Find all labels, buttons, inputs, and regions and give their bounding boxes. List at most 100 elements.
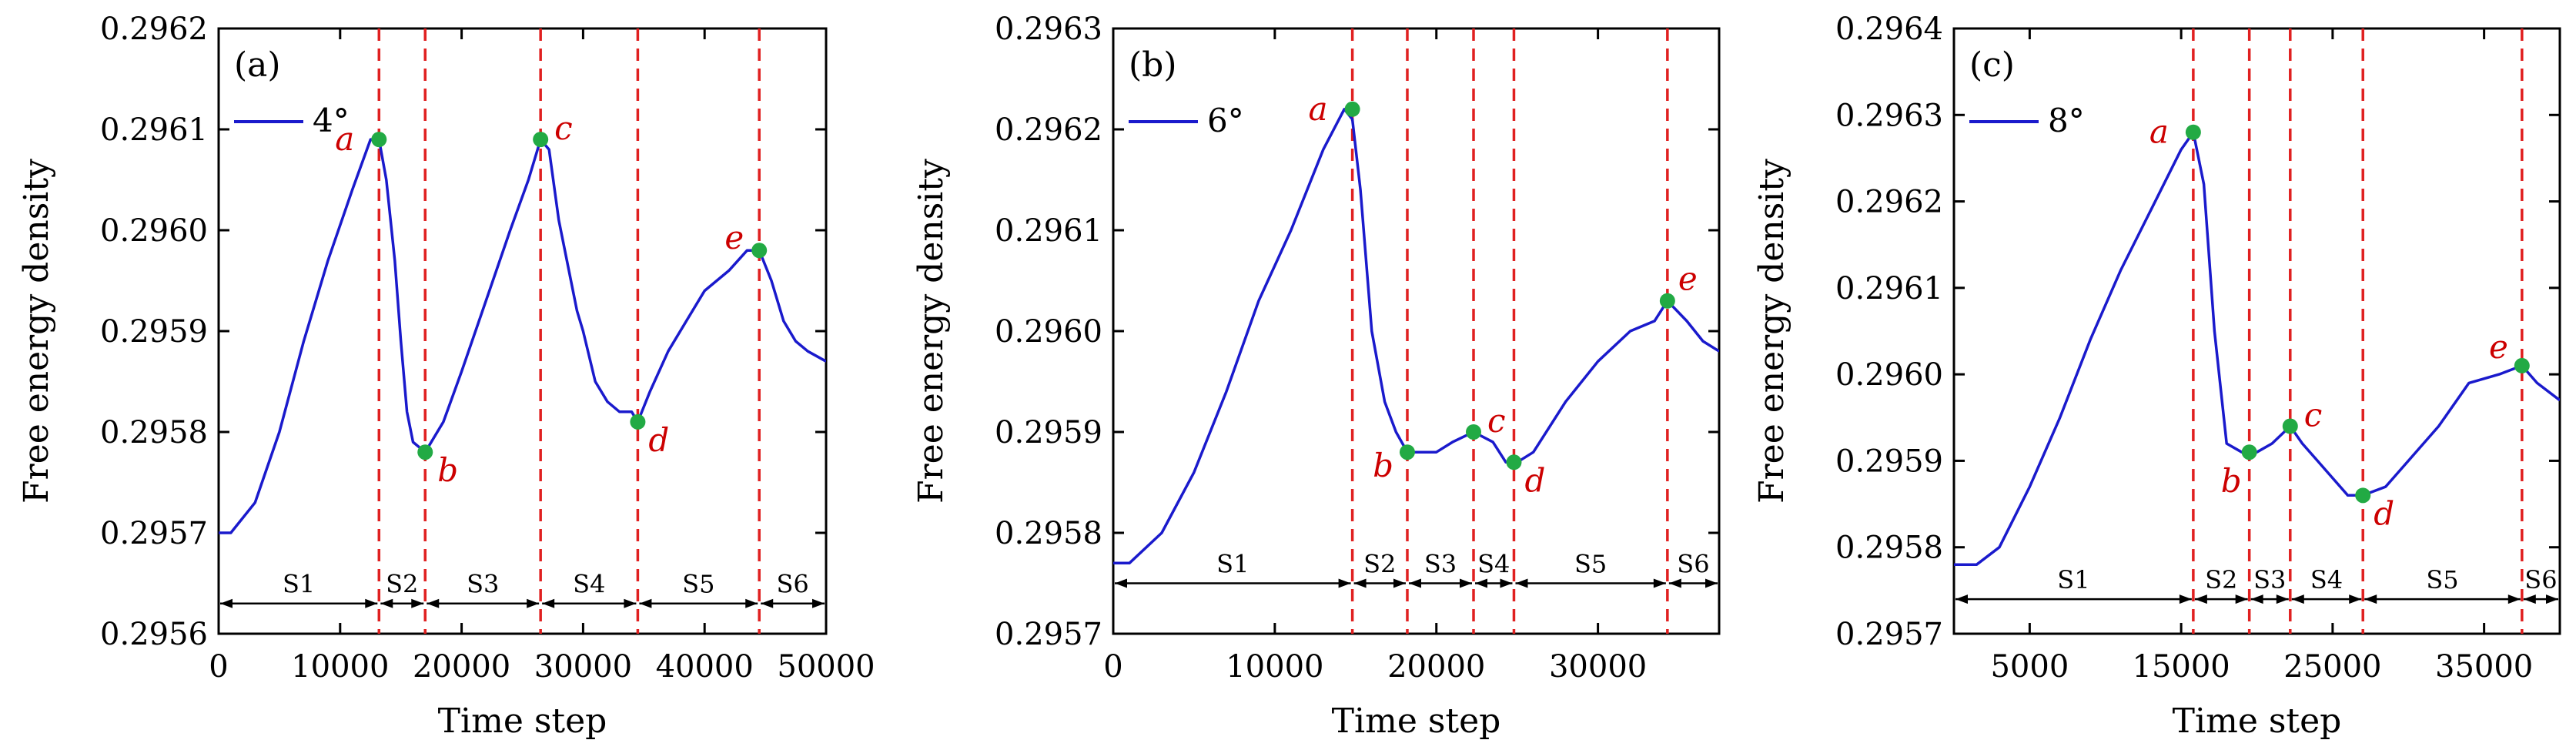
series-line [219,138,826,534]
y-tick-label: 0.2962 [1835,185,1943,220]
stage-arrow-right-head [1500,578,1513,588]
stage-arrow-right-head [812,598,825,608]
event-label-c: c [1487,402,1506,440]
stage-arrow-right-head [2276,594,2289,604]
y-axis-label: Free energy density [17,159,56,504]
stage-arrow-left-head [761,598,774,608]
event-label-a: a [1309,90,1328,128]
stage-arrow-left-head [1353,578,1367,588]
stage-arrow-right-head [624,598,637,608]
stage-arrow-left-head [2291,594,2304,604]
event-marker-a [1344,101,1360,117]
event-label-b: b [1373,447,1393,484]
y-tick-label: 0.2957 [995,617,1102,652]
event-label-d: d [1524,461,1545,499]
stage-label: S2 [386,570,418,599]
series-line [1954,130,2560,566]
stage-arrow-left-head [427,598,440,608]
event-marker-b [1399,444,1415,460]
event-label-e: e [724,219,744,256]
stage-arrow-left-head [639,598,652,608]
stage-arrow-left-head [1408,578,1421,588]
stage-label: S4 [1477,550,1510,579]
stage-label: S1 [1216,550,1249,579]
stage-label: S6 [776,570,808,599]
stage-label: S1 [2057,565,2089,594]
event-marker-a [2185,124,2201,140]
panel-label: (c) [1969,45,2015,85]
event-label-c: c [554,109,573,147]
y-tick-label: 0.2962 [995,112,1102,148]
panel-label: (b) [1129,45,1177,85]
x-tick-label: 20000 [1387,649,1485,685]
x-tick-label: 25000 [2283,649,2381,685]
y-tick-label: 0.2961 [1835,271,1943,306]
stage-arrow-left-head [1515,578,1528,588]
stage-label: S3 [2253,565,2286,594]
stage-arrow-left-head [220,598,233,608]
stage-arrow-right-head [1338,578,1351,588]
y-tick-label: 0.2961 [995,213,1102,249]
event-marker-d [1506,454,1522,470]
stage-arrow-right-head [527,598,540,608]
stage-arrow-left-head [2194,594,2207,604]
x-tick-label: 30000 [1549,649,1647,685]
event-label-d: d [648,421,669,459]
chart-panels: 0 10000 20000 30000 40000 500000.29560.29570.… [17,12,2561,741]
event-label-d: d [2374,494,2394,532]
y-tick-label: 0.2964 [1835,12,1943,47]
stage-label: S4 [573,570,605,599]
event-marker-e [751,243,768,259]
x-axis-label: Time step [2173,701,2342,741]
event-label-e: e [1678,260,1698,298]
y-tick-label: 0.2957 [100,516,208,551]
x-tick-label: 20000 [413,649,510,685]
y-tick-label: 0.2956 [100,617,208,652]
event-label-c: c [2304,397,2323,434]
legend-label: 6° [1207,102,1244,139]
x-axis-label: Time step [1332,701,1501,741]
event-marker-b [417,444,433,460]
plot-frame [1112,27,1721,635]
x-tick-label: 35000 [2435,649,2533,685]
y-tick-label: 0.2959 [1835,444,1943,479]
panel-2: 5000 15000 25000 35000 0.2957 0.2958 0.2959 0.2… [1752,12,2561,741]
stage-arrow-right-head [365,598,378,608]
stage-arrow-right-head [2546,594,2558,604]
panel-1: 0 10000 20000 30000 0.2957 0.2958 0.2959 0.2960… [912,12,1721,741]
event-label-e: e [2489,328,2508,366]
event-label-b: b [437,451,458,489]
stage-label: S6 [1677,550,1709,579]
stage-label: S1 [283,570,315,599]
stage-label: S5 [682,570,714,599]
stage-arrow-right-head [2349,594,2362,604]
y-tick-label: 0.2958 [995,516,1102,551]
x-tick-label: 40000 [656,649,754,685]
y-tick-label: 0.2960 [995,314,1102,350]
event-marker-d [630,414,646,430]
stage-arrow-left-head [2364,594,2377,604]
series-line [1113,108,1719,565]
event-marker-c [533,132,549,148]
stage-arrow-left-head [1475,578,1488,588]
stage-arrow-right-head [2507,594,2521,604]
x-tick-label: 10000 [1226,649,1323,685]
x-tick-label: 15000 [2133,649,2230,685]
stage-label: S6 [2524,565,2557,594]
panel-0: 0 10000 20000 30000 40000 50000 0.2956 0.2957 0.… [17,12,875,741]
y-tick-label: 0.2960 [1835,357,1943,393]
stage-arrow-right-head [411,598,424,608]
stage-label: S3 [467,570,499,599]
stage-arrow-right-head [2235,594,2248,604]
stage-label: S3 [1424,550,1457,579]
stage-arrow-left-head [1115,578,1127,588]
y-tick-label: 0.2958 [100,415,208,450]
event-label-a: a [335,120,354,158]
stage-arrow-right-head [1653,578,1666,588]
stage-arrow-left-head [2250,594,2263,604]
stage-label: S5 [1574,550,1607,579]
x-tick-label: 5000 [1990,649,2069,685]
stage-arrow-left-head [380,598,393,608]
x-tick-label: 0 [209,649,228,685]
